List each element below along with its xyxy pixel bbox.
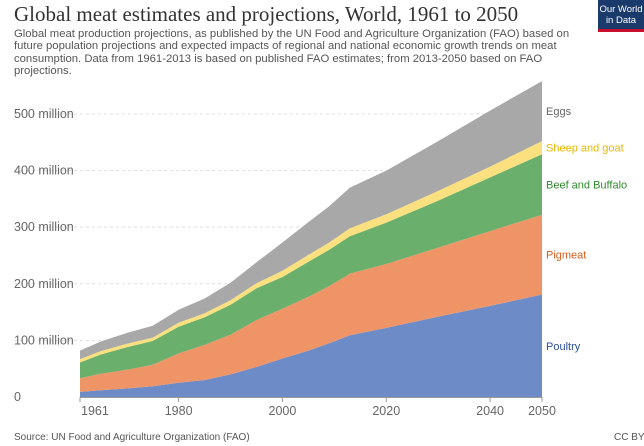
owid-logo[interactable]: Our World in Data (598, 0, 644, 32)
x-tick-label: 2020 (372, 404, 400, 418)
series-label-poultry[interactable]: Poultry (546, 341, 581, 353)
source-note[interactable]: Source: UN Food and Agriculture Organiza… (14, 432, 250, 443)
area-sheep-and-goat[interactable] (80, 141, 542, 363)
y-axis-labels: 0 100 million 200 million 300 million 400 mi… (14, 107, 74, 404)
area-poultry[interactable] (80, 294, 542, 398)
chart-title: Global meat estimates and projections, W… (14, 2, 519, 26)
series-label-eggs[interactable]: Eggs (546, 106, 572, 118)
x-tick-label: 2050 (528, 404, 556, 418)
y-tick-label: 0 (14, 390, 21, 404)
x-tick-label: 1961 (81, 404, 109, 418)
y-tick-label: 100 million (14, 333, 74, 347)
logo-accent-bar (598, 29, 644, 32)
logo-line-2: in Data (605, 15, 637, 26)
y-tick-label: 200 million (14, 277, 74, 291)
x-tick-label: 2000 (269, 404, 297, 418)
y-tick-label: 300 million (14, 220, 74, 234)
series-label-pigmeat[interactable]: Pigmeat (546, 250, 586, 262)
area-pigmeat[interactable] (80, 214, 542, 392)
y-tick-label: 400 million (14, 164, 74, 178)
area-eggs[interactable] (80, 81, 542, 360)
y-tick-label: 500 million (14, 107, 74, 121)
license-note[interactable]: CC BY (614, 432, 644, 443)
series-areas (80, 81, 542, 397)
series-label-beef-and-buffalo[interactable]: Beef and Buffalo (546, 179, 627, 191)
logo-line-1: Our World (599, 4, 643, 15)
x-tick-label: 1980 (165, 404, 193, 418)
series-label-sheep-and-goat[interactable]: Sheep and goat (546, 143, 624, 155)
area-beef-and-buffalo[interactable] (80, 154, 542, 379)
x-tick-label: 2040 (476, 404, 504, 418)
x-axis-labels: 1961 1980 2000 2020 2040 2050 (81, 404, 556, 418)
series-labels: Poultry Pigmeat Beef and Buffalo Sheep and … (546, 106, 627, 353)
chart-subtitle: Global meat production projections, as p… (14, 28, 570, 78)
x-axis (79, 397, 543, 402)
